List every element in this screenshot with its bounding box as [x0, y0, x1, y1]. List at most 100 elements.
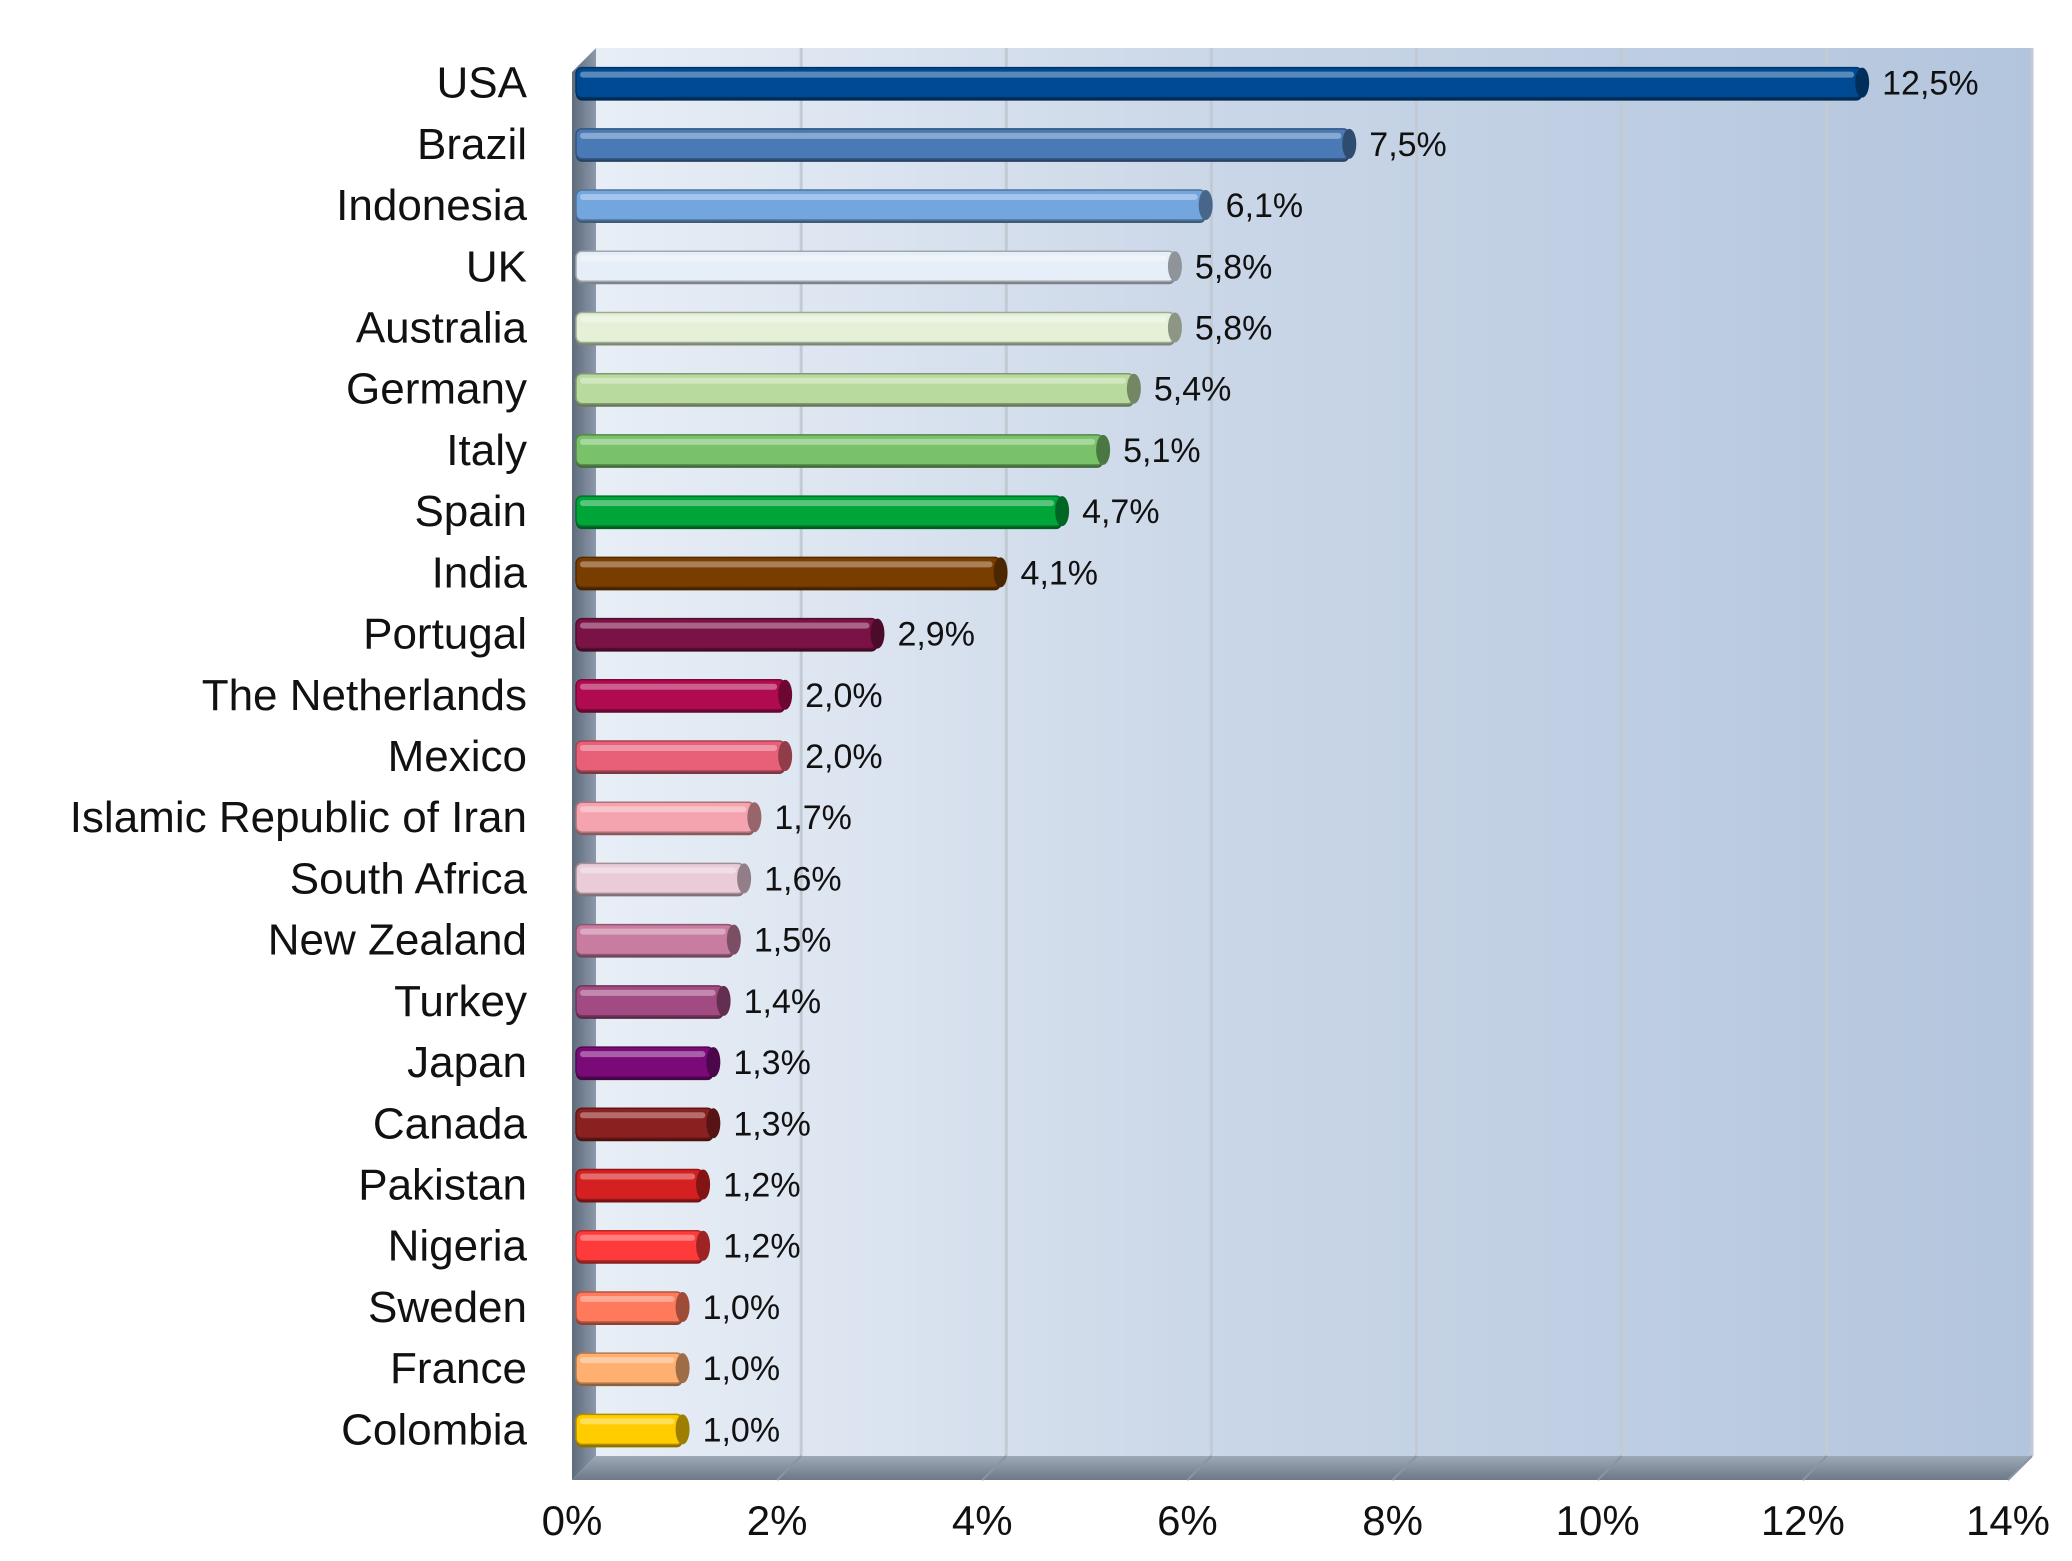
bar: [575, 985, 731, 1019]
bar-highlight: [580, 194, 1198, 201]
category-label: Nigeria: [388, 1222, 528, 1271]
bar-highlight: [580, 1295, 675, 1302]
bar-highlight: [580, 989, 716, 996]
category-label: Japan: [407, 1038, 527, 1087]
bar: [575, 1046, 721, 1081]
bar-cap: [778, 679, 793, 710]
bar: [575, 1413, 690, 1448]
value-label: 7,5%: [1369, 126, 1447, 164]
value-label: 2,0%: [805, 738, 883, 776]
value-label: 5,8%: [1195, 248, 1273, 286]
value-label: 6,1%: [1226, 187, 1304, 225]
bar-highlight: [580, 377, 1126, 384]
value-label: 1,3%: [733, 1105, 811, 1143]
gridline-floor: [1391, 1455, 1418, 1481]
bar-cap: [1167, 251, 1182, 282]
category-label: Sweden: [368, 1283, 527, 1332]
bar-cap: [778, 741, 793, 771]
bar-highlight: [580, 867, 737, 874]
category-label: Turkey: [394, 977, 527, 1026]
bar-highlight: [580, 316, 1167, 323]
gridline-floor: [776, 1455, 802, 1481]
x-tick-label: 10%: [1556, 1497, 1640, 1544]
category-label: Spain: [414, 487, 527, 536]
category-label: Colombia: [341, 1405, 527, 1454]
category-label: Islamic Republic of Iran: [70, 793, 527, 842]
bar: [575, 617, 885, 652]
bar-cap: [1342, 128, 1357, 159]
category-label: Portugal: [363, 610, 527, 659]
x-tick-label: 14%: [1966, 1497, 2050, 1544]
x-tick-label: 8%: [1362, 1497, 1423, 1544]
category-label: USA: [437, 59, 528, 108]
value-label: 5,4%: [1154, 371, 1232, 409]
bar-cap: [716, 985, 731, 1016]
category-label: Australia: [356, 303, 528, 352]
bar: [575, 679, 793, 713]
bar-cap: [675, 1353, 690, 1384]
bar-highlight: [580, 745, 778, 751]
value-label: 5,8%: [1195, 309, 1273, 347]
bar-cap: [696, 1230, 711, 1261]
bar-cap: [675, 1414, 690, 1445]
x-tick-label: 2%: [747, 1497, 808, 1544]
value-label: 1,0%: [703, 1289, 781, 1327]
gridline-floor: [1802, 1455, 1828, 1481]
value-label: 1,3%: [733, 1044, 811, 1082]
x-tick-label: 0%: [542, 1497, 603, 1544]
bar: [575, 1168, 711, 1203]
bar: [575, 128, 1357, 162]
category-label: Indonesia: [336, 181, 527, 230]
value-label: 1,2%: [723, 1167, 801, 1205]
category-label: Germany: [346, 365, 527, 414]
bar-cap: [993, 557, 1008, 588]
floor: [572, 1456, 2032, 1480]
bar-highlight: [580, 806, 747, 813]
bar: [575, 495, 1070, 530]
category-label: India: [432, 548, 528, 597]
gridline-floor: [1597, 1455, 1623, 1481]
bar: [575, 740, 793, 774]
bar-highlight: [580, 500, 1055, 507]
category-label: Mexico: [388, 732, 527, 781]
bar-cap: [747, 802, 762, 833]
bar: [575, 311, 1182, 346]
bar: [575, 801, 762, 836]
category-label: Canada: [373, 1099, 528, 1148]
bar: [575, 1291, 690, 1325]
bar-cap: [706, 1108, 721, 1139]
category-label: South Africa: [290, 854, 528, 903]
category-label: Italy: [446, 426, 527, 475]
bar-highlight: [580, 1051, 706, 1058]
bar: [575, 66, 1870, 101]
category-label: New Zealand: [268, 916, 527, 965]
bar-cap: [1096, 434, 1111, 465]
value-label: 1,0%: [703, 1350, 781, 1388]
bar-cap: [675, 1291, 690, 1322]
category-label: Pakistan: [358, 1161, 527, 1210]
bar-highlight: [580, 438, 1096, 445]
bar-highlight: [580, 1418, 675, 1425]
value-label: 5,1%: [1123, 432, 1201, 470]
x-tick-label: 12%: [1761, 1497, 1845, 1544]
x-tick-label: 4%: [952, 1497, 1013, 1544]
value-label: 2,0%: [805, 677, 883, 715]
bar-highlight: [580, 1234, 696, 1241]
category-label: The Netherlands: [202, 671, 527, 720]
bar-cap: [1055, 496, 1070, 527]
category-label: France: [390, 1344, 527, 1393]
value-label: 4,1%: [1021, 554, 1099, 592]
bar: [575, 1352, 690, 1387]
value-label: 1,2%: [723, 1228, 801, 1266]
bar-highlight: [580, 71, 1855, 78]
gridline-floor: [1186, 1455, 1213, 1481]
value-label: 1,4%: [744, 983, 822, 1021]
category-labels: USA Brazil Indonesia UK Australia Germany Ital…: [70, 59, 528, 1455]
bar-cap: [726, 924, 741, 955]
bar-highlight: [580, 683, 778, 690]
bar: [575, 1107, 721, 1142]
value-labels: 12,5% 7,5% 6,1% 5,8% 5,8% 5,4% 5,1% 4,7% 4,1% 2,9…: [703, 65, 1979, 1450]
category-label: UK: [466, 242, 527, 291]
value-label: 1,0%: [703, 1411, 781, 1449]
